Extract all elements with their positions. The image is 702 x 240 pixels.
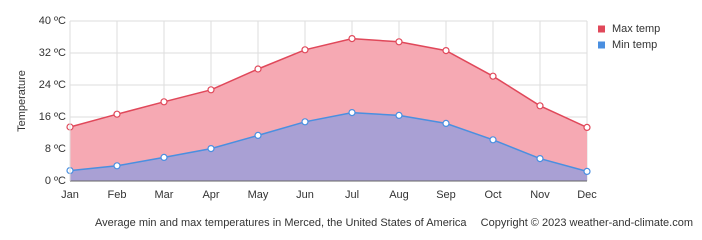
point <box>536 102 544 110</box>
x-tick-label: Aug <box>389 189 409 201</box>
point <box>395 38 403 46</box>
x-tick-label: Jan <box>61 189 79 201</box>
point <box>160 153 168 161</box>
copyright: Copyright © 2023 weather-and-climate.com <box>481 217 693 229</box>
point <box>113 110 121 118</box>
point <box>301 46 309 54</box>
point <box>583 123 591 132</box>
point <box>254 65 262 73</box>
point <box>254 131 262 139</box>
point <box>207 86 215 94</box>
y-axis-label: Temperature <box>16 70 28 132</box>
line <box>69 111 588 173</box>
point <box>395 111 403 120</box>
point <box>442 119 450 128</box>
x-tick-label: Sep <box>436 189 456 201</box>
legend-swatch <box>598 25 605 33</box>
y-tick-label: 0 ºC <box>45 175 66 187</box>
point <box>207 145 215 153</box>
chart: Temperature Average min and max temperat… <box>16 15 693 229</box>
caption: Average min and max temperatures in Merc… <box>95 217 467 229</box>
point <box>442 46 450 55</box>
x-tick-label: Apr <box>202 189 219 201</box>
y-tick-label: 8 ºC <box>45 143 66 155</box>
x-tick-label: Feb <box>108 189 127 201</box>
point <box>113 162 121 170</box>
x-tick-label: Dec <box>577 189 597 201</box>
y-tick-label: 32 ºC <box>39 47 66 59</box>
point <box>489 72 497 80</box>
legend-label: Max temp <box>612 23 660 35</box>
point <box>489 136 497 144</box>
x-tick-label: Jul <box>345 189 359 201</box>
x-tick-label: May <box>248 189 269 201</box>
area <box>70 112 587 181</box>
point <box>583 167 591 175</box>
x-tick-label: Jun <box>296 189 314 201</box>
y-tick-label: 40 ºC <box>39 15 66 27</box>
point <box>301 118 309 126</box>
x-tick-label: Nov <box>530 189 550 201</box>
y-tick-label: 16 ºC <box>39 111 66 123</box>
point <box>160 98 168 106</box>
legend-swatch <box>598 41 605 49</box>
point <box>348 34 356 43</box>
point <box>536 155 544 163</box>
legend-label: Min temp <box>612 39 657 51</box>
x-tick-label: Oct <box>484 189 501 201</box>
line <box>69 37 588 129</box>
point <box>348 108 356 117</box>
x-tick-label: Mar <box>155 189 174 201</box>
y-tick-label: 24 ºC <box>39 79 66 91</box>
